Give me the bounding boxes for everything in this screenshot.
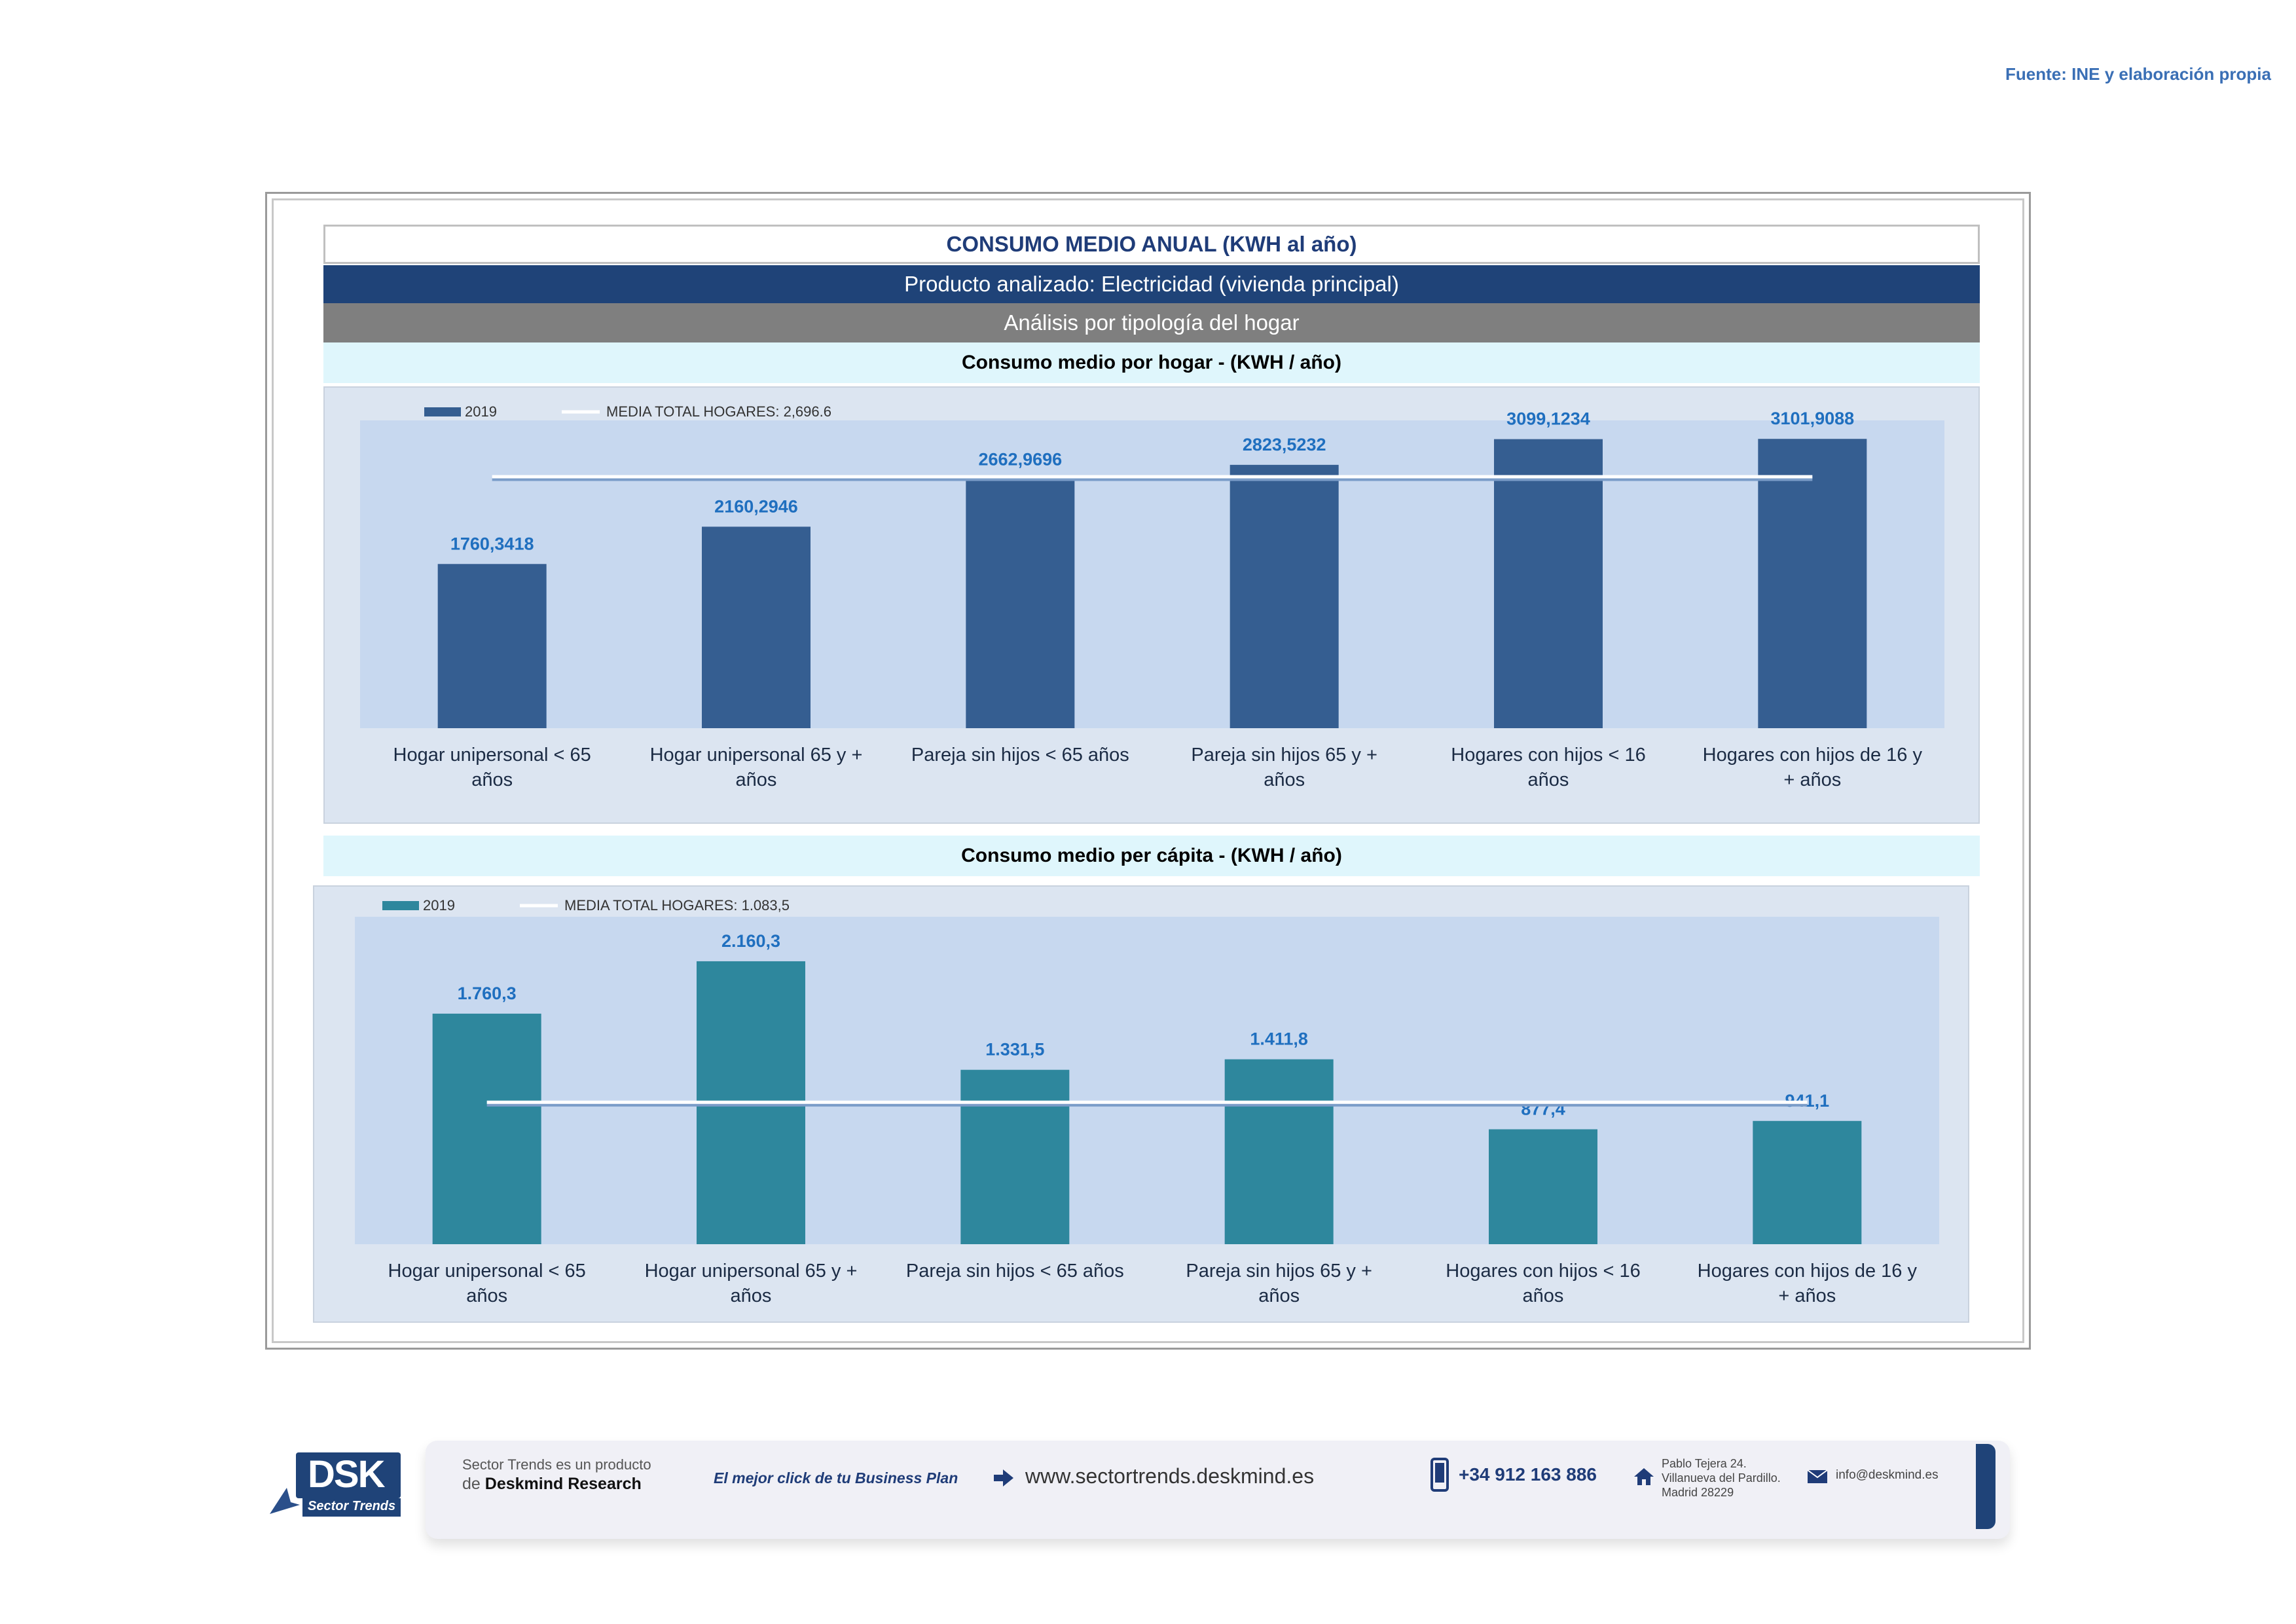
chart1-bar (437, 564, 547, 728)
logo-sub: Sector Trends (308, 1499, 396, 1513)
chart2-category-label: Pareja sin hijos < 65 años (906, 1261, 1124, 1282)
chart1-data-label: 3101,9088 (1771, 409, 1855, 428)
chart2-bar (1224, 1059, 1334, 1244)
address-line-3: Madrid 28229 (1662, 1486, 1734, 1499)
chart2-category-label: Hogar unipersonal < 65 años (388, 1261, 586, 1306)
chart1-legend-swatch (424, 407, 461, 416)
chart1-data-label: 2823,5232 (1243, 435, 1326, 454)
tagline-line-2: de Deskmind Research (462, 1475, 642, 1494)
chart1-legend-media: MEDIA TOTAL HOGARES: 2,696.6 (606, 403, 831, 420)
chart2-category-label: Pareja sin hijos 65 y + años (1186, 1261, 1372, 1306)
chart2-bar (960, 1069, 1070, 1244)
chart2-bar (1489, 1129, 1597, 1244)
chart2-data-label: 2.160,3 (721, 931, 780, 951)
logo-box (296, 1452, 401, 1498)
email-link[interactable]: info@deskmind.es (1836, 1468, 1939, 1482)
chart2-title: Consumo medio per cápita - (KWH / año) (323, 836, 1980, 876)
chart2-bar (432, 1013, 541, 1244)
logo-text: DSK (308, 1453, 385, 1496)
chart2-legend-series: 2019 (423, 897, 455, 913)
chart2-data-label: 1.411,8 (1250, 1029, 1308, 1049)
product-banner: Producto analizado: Electricidad (vivien… (323, 265, 1980, 303)
address-line-2: Villanueva del Pardillo. (1662, 1471, 1781, 1485)
phone-icon (1430, 1458, 1449, 1492)
slogan: El mejor click de tu Business Plan (714, 1469, 958, 1486)
chart2-svg: 2019 MEDIA TOTAL HOGARES: 1.083,5 1.760,3 H… (355, 897, 1939, 1306)
report-title: CONSUMO MEDIO ANUAL (KWH al año) (323, 225, 1980, 264)
cursor-logo-icon (270, 1488, 300, 1514)
chart1-bar (966, 479, 1075, 728)
chart1-category-label: Hogar unipersonal < 65 años (393, 745, 591, 790)
address-block: Pablo Tejera 24. Villanueva del Pardillo… (1662, 1456, 1781, 1500)
footer-accent (1976, 1444, 1995, 1529)
logo-sub-box (302, 1498, 401, 1517)
chart1-category-label: Hogar unipersonal 65 y + años (650, 745, 863, 790)
source-note: Fuente: INE y elaboración propia (2005, 64, 2271, 84)
chart1-panel: 2019 MEDIA TOTAL HOGARES: 2,696.6 1760,341… (323, 386, 1980, 824)
website-link[interactable]: www.sectortrends.deskmind.es (1025, 1464, 1315, 1488)
chart2-data-label: 1.760,3 (458, 984, 517, 1003)
chart1-title: Consumo medio por hogar - (KWH / año) (323, 342, 1980, 383)
tagline-prefix: de (462, 1475, 481, 1493)
address-line-1: Pablo Tejera 24. (1662, 1457, 1747, 1470)
footer-banner (426, 1441, 2010, 1539)
chart2-bar (1753, 1120, 1862, 1244)
analysis-banner: Análisis por tipología del hogar (323, 303, 1980, 342)
chart2-panel: 2019 MEDIA TOTAL HOGARES: 1.083,5 1.760,3 H… (313, 885, 1969, 1323)
mail-icon (1807, 1469, 1828, 1483)
report-frame-inner (272, 198, 2024, 1343)
chart2-data-label: 1.331,5 (985, 1040, 1044, 1060)
chart2-legend-media: MEDIA TOTAL HOGARES: 1.083,5 (564, 897, 790, 913)
chart2-category-label: Hogar unipersonal 65 y + años (645, 1261, 858, 1306)
tagline-brand: Deskmind Research (484, 1475, 642, 1493)
chart1-category-label: Hogares con hijos < 16 años (1451, 745, 1645, 790)
chart2-data-label: 941,1 (1785, 1091, 1830, 1111)
chart1-bar (1758, 439, 1867, 728)
chart1-plot-area (360, 420, 1944, 728)
chart1-bar (1494, 439, 1603, 728)
chart2-legend-swatch (382, 901, 419, 910)
tagline-line-1: Sector Trends es un producto (462, 1456, 651, 1473)
home-icon (1634, 1468, 1654, 1485)
chart1-bar (702, 526, 811, 728)
chart1-data-label: 1760,3418 (450, 534, 534, 553)
chart1-data-label: 2160,2946 (714, 496, 798, 516)
chart1-category-label: Pareja sin hijos < 65 años (911, 745, 1129, 766)
chart2-category-label: Hogares con hijos de 16 y + años (1698, 1261, 1918, 1306)
chart1-bar (1230, 464, 1339, 728)
chart1-legend-series: 2019 (465, 403, 497, 420)
chart1-svg: 2019 MEDIA TOTAL HOGARES: 2,696.6 1760,341… (360, 403, 1944, 790)
chart1-data-label: 2662,9696 (979, 450, 1063, 470)
chart1-category-label: Pareja sin hijos 65 y + años (1191, 745, 1377, 790)
phone-number[interactable]: +34 912 163 886 (1459, 1464, 1597, 1485)
chart1-category-label: Hogares con hijos de 16 y + años (1703, 745, 1923, 790)
arrow-right-icon (994, 1469, 1013, 1486)
chart2-category-label: Hogares con hijos < 16 años (1446, 1261, 1640, 1306)
chart1-data-label: 3099,1234 (1506, 409, 1590, 429)
report-frame (265, 192, 2031, 1350)
chart2-plot-area (355, 917, 1939, 1244)
